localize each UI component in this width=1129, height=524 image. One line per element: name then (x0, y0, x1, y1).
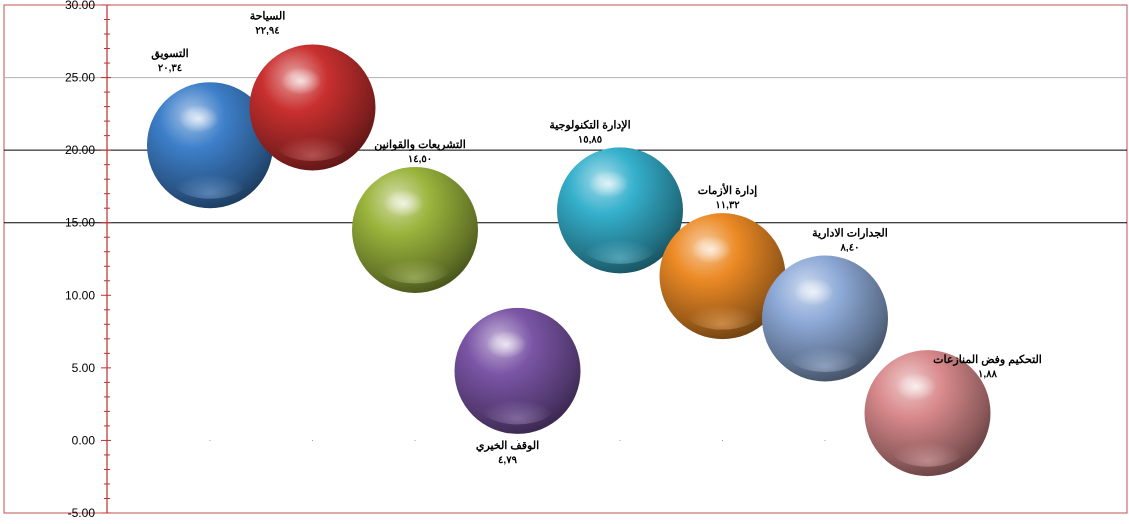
bubble-name-label: الجدارات الادارية (812, 228, 888, 240)
bubble (352, 166, 478, 293)
bubble-name-label: الإدارة التكنولوجية (549, 119, 630, 132)
bubble (762, 255, 888, 382)
bubble (454, 307, 581, 434)
bubble-value-label: ٢٠,٣٤ (158, 63, 182, 74)
bubble-value-label: ١٥,٨٥ (578, 134, 602, 145)
bubble-name-label: التشريعات والقوانين (374, 139, 466, 151)
bubble-value-label: ٢٢,٩٤ (255, 25, 279, 36)
bubble-name-label: السياحة (250, 10, 286, 22)
bubble (864, 350, 991, 477)
y-tick-label: 25.00 (65, 71, 95, 85)
zero-marker (517, 439, 518, 441)
bubble-name-label: إدارة الأزمات (698, 183, 757, 198)
zero-marker (209, 439, 211, 441)
bubble-value-label: ١,٨٨ (978, 369, 998, 380)
gridlines (3, 4, 1128, 514)
y-tick-label: -5.00 (68, 506, 96, 519)
y-tick-label: 15.00 (65, 216, 95, 230)
y-tick-label: 10.00 (65, 288, 95, 302)
bubble-name-label: التسويق (151, 48, 188, 60)
bubble-value-label: ٤,٧٩ (498, 455, 518, 466)
y-axis: -5.00 0.00 5.00 10.00 15.00 20.00 25.00 30.00 (65, 0, 111, 520)
bubble (557, 147, 683, 274)
bubble-value-label: ١١,٣٢ (715, 200, 740, 211)
bubbles (147, 44, 991, 477)
bubble-name-label: الوقف الخيري (476, 440, 539, 453)
bubble (147, 82, 273, 209)
bubble-value-label: ٨,٤٠ (840, 243, 860, 254)
y-tick-label: 30.00 (65, 0, 95, 12)
y-tick-label: 0.00 (72, 433, 96, 447)
zero-marker (722, 439, 723, 441)
zero-marker (414, 439, 416, 441)
bubble (249, 44, 376, 171)
zero-marker (619, 439, 621, 441)
bubble-value-label: ١٤,٥٠ (408, 154, 432, 165)
y-tick-label: 20.00 (65, 143, 95, 157)
zero-marker (312, 439, 313, 441)
data-labels: التسويق ٢٠,٣٤ السياحة ٢٢,٩٤ التشريعات والقوا… (151, 10, 1042, 465)
y-tick-label: 5.00 (72, 361, 96, 375)
bubble (659, 213, 786, 340)
zero-marker (824, 439, 826, 441)
bubble-name-label: التحكيم وفض المنازعات (933, 354, 1042, 366)
